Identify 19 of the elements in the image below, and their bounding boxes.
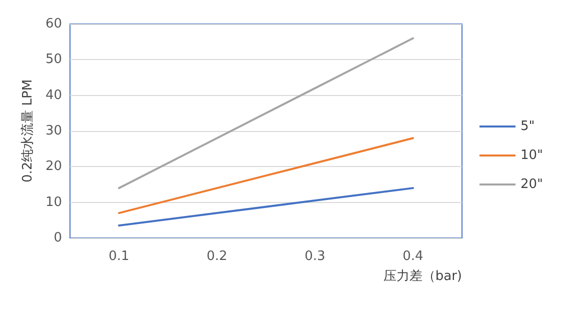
y-tick-label: 50: [45, 52, 62, 68]
legend-label: 10": [520, 148, 544, 163]
x-tick-label: 0.3: [304, 249, 326, 264]
line-series: [118, 37, 414, 190]
x-tick-label: 0.2: [206, 249, 228, 264]
y-tick-label: 0: [54, 230, 62, 246]
x-tick-label: 0.1: [108, 249, 130, 264]
y-tick-label: 30: [45, 124, 62, 138]
legend-label: 5": [520, 119, 535, 134]
line-series: [118, 187, 414, 227]
y-tick-label: 40: [45, 88, 62, 103]
y-tick-label: 60: [45, 16, 62, 32]
line-series: [118, 137, 414, 214]
y-axis-title: 0.2纯水流量 LPM: [20, 79, 36, 183]
legend-label: 20": [520, 177, 544, 192]
x-tick-label: 0.4: [402, 249, 424, 264]
y-tick-label: 20: [45, 159, 62, 174]
x-axis-title: 压力差（bar): [383, 269, 462, 284]
y-tick-label: 10: [45, 194, 62, 210]
